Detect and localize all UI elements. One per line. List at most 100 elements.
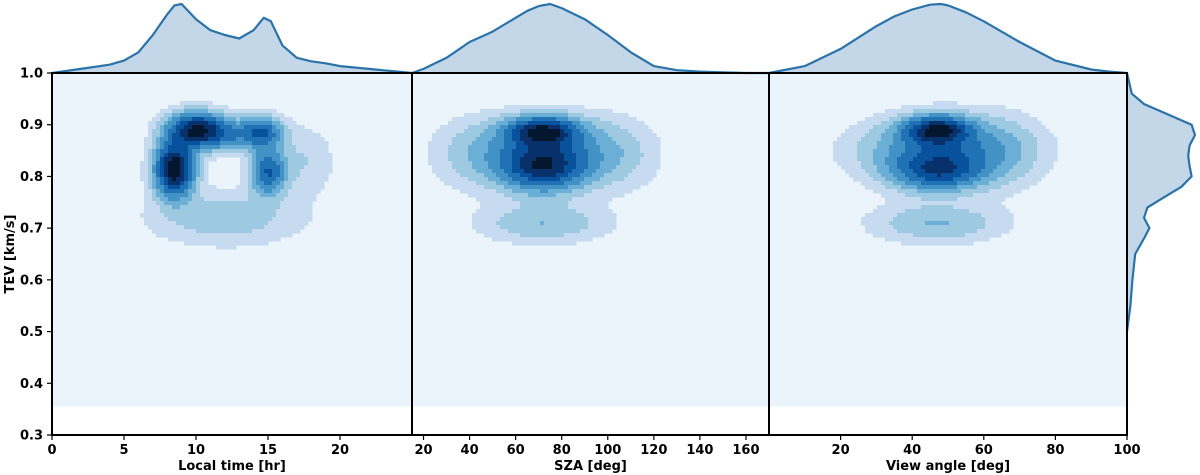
kde-cell xyxy=(240,141,245,146)
kde-cell xyxy=(865,225,870,230)
kde-cell xyxy=(652,133,657,138)
kde-cell xyxy=(488,177,493,182)
kde-cell xyxy=(152,153,157,158)
kde-cell xyxy=(961,125,966,130)
kde-cell xyxy=(997,201,1002,206)
kde-cell xyxy=(893,193,898,198)
kde-cell xyxy=(484,129,489,134)
kde-cell xyxy=(648,137,653,142)
kde-cell xyxy=(504,133,509,138)
kde-cell xyxy=(248,153,253,158)
kde-cell xyxy=(877,169,882,174)
kde-cell xyxy=(592,157,597,162)
kde-cell xyxy=(1025,129,1030,134)
kde-cell xyxy=(901,157,906,162)
kde-cell xyxy=(1045,137,1050,142)
kde-cell xyxy=(837,157,842,162)
kde-cell xyxy=(969,209,974,214)
kde-cell xyxy=(196,125,201,130)
kde-cell xyxy=(929,241,934,246)
kde-cell xyxy=(1049,137,1054,142)
kde-cell xyxy=(877,189,882,194)
kde-cell xyxy=(564,109,569,114)
kde-cell xyxy=(640,181,645,186)
kde-cell xyxy=(312,141,317,146)
kde-cell xyxy=(328,169,333,174)
kde-cell xyxy=(572,233,577,238)
kde-cell xyxy=(264,133,269,138)
kde-cell xyxy=(957,233,962,238)
kde-cell xyxy=(260,213,265,218)
kde-cell xyxy=(156,209,161,214)
kde-cell xyxy=(148,225,153,230)
kde-cell xyxy=(284,173,289,178)
kde-cell xyxy=(144,209,149,214)
kde-cell xyxy=(496,229,501,234)
kde-cell xyxy=(520,189,525,194)
kde-cell xyxy=(973,161,978,166)
kde-cell xyxy=(889,121,894,126)
kde-cell xyxy=(548,141,553,146)
kde-cell xyxy=(164,181,169,186)
kde-cell xyxy=(885,165,890,170)
kde-cell xyxy=(520,217,525,222)
kde-cell xyxy=(977,233,982,238)
kde-cell xyxy=(889,237,894,242)
kde-cell xyxy=(861,153,866,158)
kde-cell xyxy=(981,149,986,154)
kde-cell xyxy=(484,133,489,138)
kde-cell xyxy=(845,157,850,162)
kde-cell xyxy=(889,185,894,190)
kde-cell xyxy=(192,181,197,186)
kde-cell xyxy=(184,233,189,238)
kde-cell xyxy=(556,113,561,118)
kde-cell xyxy=(528,169,533,174)
kde-cell xyxy=(893,237,898,242)
kde-cell xyxy=(476,129,481,134)
kde-cell xyxy=(1053,137,1058,142)
kde-cell xyxy=(208,125,213,130)
kde-cell xyxy=(620,185,625,190)
kde-cell xyxy=(949,169,954,174)
kde-cell xyxy=(184,205,189,210)
kde-cell xyxy=(516,217,521,222)
kde-cell xyxy=(288,213,293,218)
kde-cell xyxy=(500,201,505,206)
kde-cell xyxy=(528,233,533,238)
kde-cell xyxy=(632,125,637,130)
kde-cell xyxy=(877,181,882,186)
kde-cell xyxy=(160,145,165,150)
kde-cell xyxy=(909,213,914,218)
kde-cell xyxy=(925,225,930,230)
kde-cell xyxy=(540,221,545,226)
kde-cell xyxy=(997,217,1002,222)
kde-cell xyxy=(873,213,878,218)
kde-cell xyxy=(272,153,277,158)
kde-cell xyxy=(957,125,962,130)
kde-cell xyxy=(564,205,569,210)
kde-cell xyxy=(260,185,265,190)
kde-cell xyxy=(993,117,998,122)
kde-cell xyxy=(921,129,926,134)
kde-cell xyxy=(516,241,521,246)
kde-cell xyxy=(853,141,858,146)
kde-cell xyxy=(504,217,509,222)
kde-cell xyxy=(1021,141,1026,146)
kde-cell xyxy=(272,193,277,198)
kde-cell xyxy=(184,121,189,126)
kde-cell xyxy=(909,209,914,214)
kde-cell xyxy=(516,149,521,154)
kde-cell xyxy=(436,173,441,178)
kde-cell xyxy=(308,181,313,186)
kde-cell xyxy=(496,133,501,138)
kde-cell xyxy=(164,145,169,150)
kde-cell xyxy=(933,169,938,174)
kde-cell xyxy=(1005,137,1010,142)
kde-cell xyxy=(272,233,277,238)
kde-cell xyxy=(608,213,613,218)
kde-cell xyxy=(240,189,245,194)
kde-cell xyxy=(937,141,942,146)
kde-cell xyxy=(885,161,890,166)
kde-cell xyxy=(592,169,597,174)
y-tick-label: 0.4 xyxy=(20,377,43,392)
